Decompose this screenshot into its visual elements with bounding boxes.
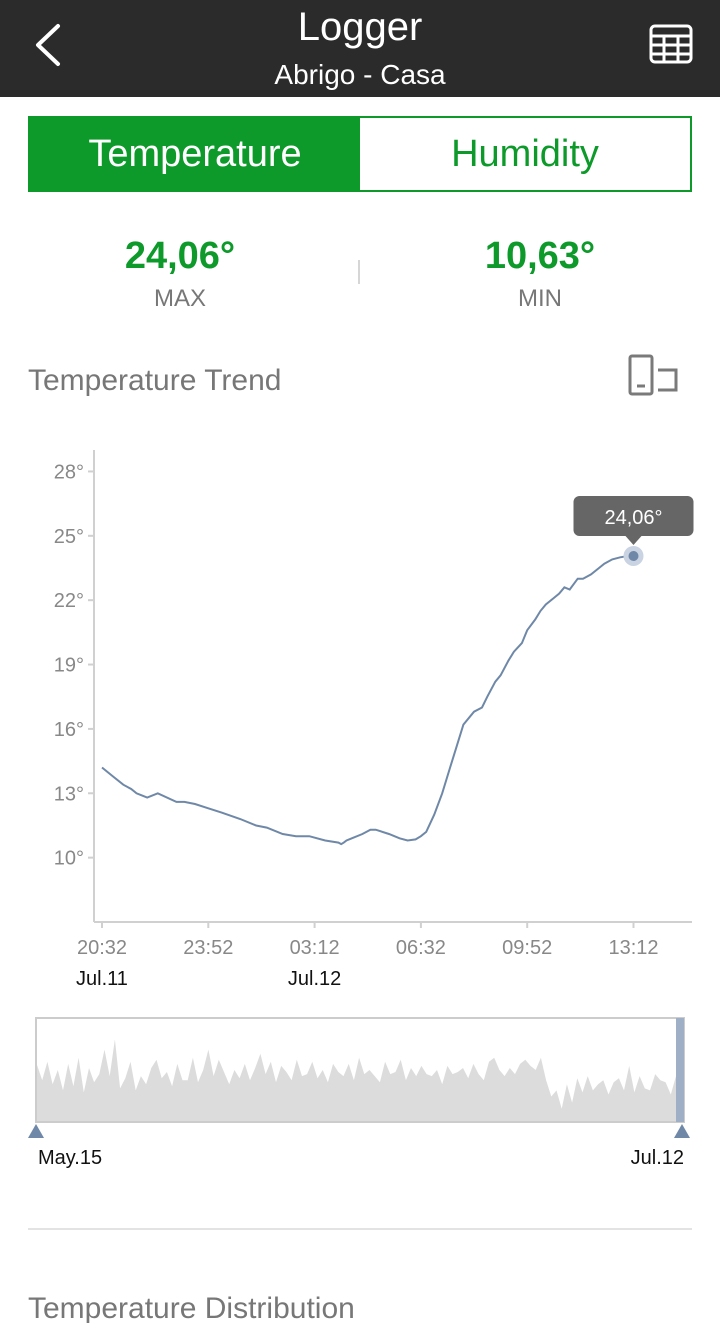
trend-title: Temperature Trend bbox=[28, 364, 282, 397]
stats-divider bbox=[358, 260, 360, 284]
x-tick-label: 20:32 bbox=[77, 937, 127, 959]
y-tick-label: 13° bbox=[54, 783, 84, 805]
tooltip-box bbox=[573, 495, 694, 536]
stats-panel: 24,06° MAX 10,63° MIN bbox=[0, 228, 720, 328]
min-value: 10,63° bbox=[484, 235, 596, 277]
tab-humidity[interactable]: Humidity bbox=[360, 118, 690, 190]
overview-start-label: May.15 bbox=[38, 1147, 102, 1169]
range-overview-chart[interactable]: May.15 Jul.12 bbox=[0, 1010, 720, 1180]
max-value: 24,06° bbox=[124, 235, 236, 277]
tooltip-point[interactable] bbox=[628, 550, 639, 561]
max-label: MAX bbox=[153, 285, 206, 312]
x-date-label: Jul.11 bbox=[76, 968, 128, 990]
page-title: Logger bbox=[297, 5, 423, 49]
rotate-screen-icon[interactable] bbox=[626, 354, 682, 398]
min-label: MIN bbox=[518, 285, 562, 312]
temperature-series-line bbox=[101, 555, 634, 846]
y-tick-label: 28° bbox=[54, 461, 84, 483]
overview-area bbox=[37, 1039, 676, 1121]
app-header: Logger Abrigo - Casa bbox=[0, 0, 720, 97]
tab-temperature[interactable]: Temperature bbox=[30, 118, 360, 190]
metric-tabs: Temperature Humidity bbox=[28, 116, 692, 192]
max-stat: 24,06° MAX bbox=[0, 228, 360, 314]
page-subtitle: Abrigo - Casa bbox=[274, 59, 446, 90]
section-divider bbox=[28, 1228, 692, 1230]
x-tick-label: 13:12 bbox=[608, 937, 658, 959]
temperature-trend-chart[interactable]: 28° 25° 22° 19° 16° 13° 10° 20:32 23:52 03:12 06:… bbox=[0, 430, 720, 1010]
tooltip-label: 24,06° bbox=[604, 507, 662, 529]
x-tick-label: 23:52 bbox=[183, 937, 233, 959]
x-tick-label: 06:32 bbox=[396, 937, 446, 959]
y-tick-label: 22° bbox=[54, 590, 84, 612]
range-handle-end[interactable] bbox=[674, 1124, 690, 1138]
range-selection-end[interactable] bbox=[676, 1018, 684, 1122]
y-tick-label: 19° bbox=[54, 655, 84, 677]
y-tick-label: 25° bbox=[54, 526, 84, 548]
min-stat: 10,63° MIN bbox=[360, 228, 720, 314]
table-grid-icon[interactable] bbox=[646, 20, 696, 70]
x-date-label: Jul.12 bbox=[288, 968, 341, 990]
y-tick-label: 10° bbox=[54, 848, 84, 870]
back-chevron-icon[interactable] bbox=[28, 20, 72, 70]
x-tick-label: 03:12 bbox=[290, 937, 340, 959]
range-handle-start[interactable] bbox=[28, 1124, 44, 1138]
x-tick-label: 09:52 bbox=[502, 937, 552, 959]
distribution-title: Temperature Distribution bbox=[28, 1292, 355, 1323]
overview-end-label: Jul.12 bbox=[631, 1147, 684, 1169]
tooltip-arrow bbox=[625, 535, 642, 545]
y-tick-label: 16° bbox=[54, 719, 84, 741]
